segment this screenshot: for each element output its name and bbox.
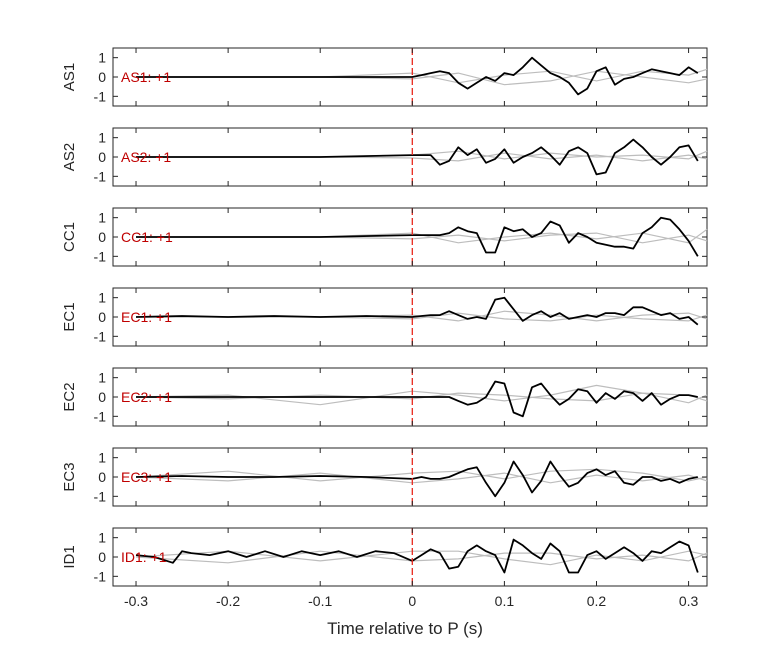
y-axis-label: ID1: [61, 545, 78, 568]
panel-annotation: AS2: +1: [121, 149, 171, 165]
x-tick-label: 0.1: [495, 593, 515, 609]
y-tick-label: 0: [98, 149, 106, 165]
panel-as1: 1 0 -1 AS1 AS1: +1: [61, 47, 708, 107]
y-tick-label: 0: [98, 469, 106, 485]
panel-annotation: CC1: +1: [121, 229, 173, 245]
y-tick-label: 1: [98, 290, 106, 306]
y-tick-label: 0: [98, 229, 106, 245]
main-trace: [136, 216, 699, 257]
background-trace: [136, 312, 708, 322]
y-tick-label: 1: [98, 210, 106, 226]
panel-ec2: 1 0 -1 EC2 EC2: +1: [61, 367, 708, 427]
y-tick-label: -1: [94, 568, 107, 584]
panel-id1: 1 0 -1 ID1 ID1: +1: [61, 527, 708, 587]
main-trace: [135, 460, 698, 498]
x-tick-label: -0.3: [124, 593, 148, 609]
main-trace: [136, 138, 699, 176]
panel-annotation: AS1: +1: [121, 69, 171, 85]
panel-cc1: 1 0 -1 CC1 CC1: +1: [61, 207, 708, 267]
y-tick-label: -1: [94, 248, 107, 264]
y-tick-label: -1: [94, 168, 107, 184]
x-tick-label: 0: [408, 593, 416, 609]
panel-annotation: EC2: +1: [121, 389, 172, 405]
x-tick-label: -0.2: [216, 593, 240, 609]
y-axis-label: CC1: [61, 222, 78, 252]
y-tick-label: 1: [98, 450, 106, 466]
y-tick-label: 1: [98, 370, 106, 386]
x-tick-label: 0.3: [679, 593, 699, 609]
x-axis-label: Time relative to P (s): [327, 619, 483, 638]
y-axis-label: AS2: [61, 143, 78, 171]
background-trace: [136, 232, 708, 244]
y-tick-label: 0: [98, 309, 106, 325]
panel-ec1: 1 0 -1 EC1 EC1: +1: [61, 287, 708, 347]
y-tick-label: 1: [98, 50, 106, 66]
y-tick-label: 1: [98, 530, 106, 546]
main-trace: [136, 380, 698, 418]
x-tick-label: -0.1: [308, 593, 332, 609]
y-tick-label: -1: [94, 88, 107, 104]
panel-ec3: 1 0 -1 EC3 EC3: +1: [61, 447, 708, 507]
x-tick-label: 0.2: [587, 593, 607, 609]
background-trace: [135, 550, 708, 566]
y-axis-label: EC3: [61, 462, 78, 491]
y-tick-label: -1: [94, 488, 107, 504]
y-tick-label: 0: [98, 549, 106, 565]
panel-annotation: EC1: +1: [121, 309, 172, 325]
y-axis-label: EC1: [61, 302, 78, 331]
y-axis-label: AS1: [61, 63, 78, 91]
main-trace: [136, 56, 699, 96]
panel-as2: 1 0 -1 AS2 AS2: +1: [61, 127, 708, 187]
background-trace: [136, 70, 708, 86]
background-trace: [136, 68, 708, 84]
y-tick-label: -1: [94, 328, 107, 344]
background-trace: [135, 468, 708, 482]
main-trace: [135, 538, 699, 574]
y-tick-label: -1: [94, 408, 107, 424]
y-tick-label: 0: [98, 69, 106, 85]
y-axis-label: EC2: [61, 382, 78, 411]
main-trace: [135, 296, 699, 326]
panel-annotation: EC3: +1: [121, 469, 172, 485]
y-tick-label: 1: [98, 130, 106, 146]
background-trace: [135, 384, 708, 406]
background-trace: [136, 228, 708, 244]
y-tick-label: 0: [98, 389, 106, 405]
panel-annotation: ID1: +1: [121, 549, 167, 565]
